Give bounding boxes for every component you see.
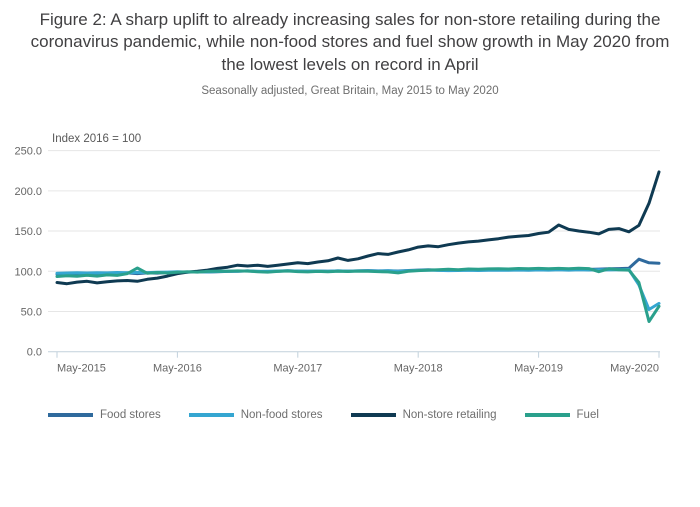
svg-text:200.0: 200.0 bbox=[14, 186, 42, 198]
fuel-line-swatch bbox=[524, 413, 570, 417]
svg-text:May-2016: May-2016 bbox=[153, 363, 202, 375]
legend-label-food-stores: Food stores bbox=[100, 409, 161, 421]
svg-text:250.0: 250.0 bbox=[14, 146, 42, 158]
legend-label-non-food-stores: Non-food stores bbox=[240, 409, 323, 421]
svg-text:May-2020: May-2020 bbox=[610, 363, 659, 375]
legend-item-non-food-stores[interactable]: Non-food stores bbox=[188, 409, 323, 421]
legend-label-fuel: Fuel bbox=[576, 409, 599, 421]
chart-subtitle: Seasonally adjusted, Great Britain, May … bbox=[201, 85, 499, 98]
non-store-retailing-line-swatch bbox=[350, 413, 396, 417]
svg-text:100.0: 100.0 bbox=[14, 266, 42, 278]
svg-text:50.0: 50.0 bbox=[21, 306, 42, 318]
svg-text:May-2019: May-2019 bbox=[514, 363, 563, 375]
svg-text:150.0: 150.0 bbox=[14, 226, 42, 238]
non-food-stores-line-swatch bbox=[188, 413, 234, 417]
food-stores-line-swatch bbox=[48, 413, 93, 417]
svg-text:May-2015: May-2015 bbox=[57, 363, 106, 375]
svg-text:0.0: 0.0 bbox=[27, 347, 42, 359]
legend-item-fuel[interactable]: Fuel bbox=[524, 409, 599, 421]
svg-text:May-2017: May-2017 bbox=[273, 363, 322, 375]
svg-text:May-2018: May-2018 bbox=[394, 363, 443, 375]
chart-legend: Food stores Non-food stores Non-store re… bbox=[48, 409, 599, 421]
legend-item-food-stores[interactable]: Food stores bbox=[48, 409, 161, 421]
chart-header: Figure 2: A sharp uplift to already incr… bbox=[0, 0, 700, 97]
legend-label-non-store-retailing: Non-store retailing bbox=[402, 409, 497, 421]
y-axis-unit-label: Index 2016 = 100 bbox=[52, 133, 142, 145]
legend-item-non-store-retailing[interactable]: Non-store retailing bbox=[350, 409, 497, 421]
chart-title: Figure 2: A sharp uplift to already incr… bbox=[30, 10, 670, 74]
